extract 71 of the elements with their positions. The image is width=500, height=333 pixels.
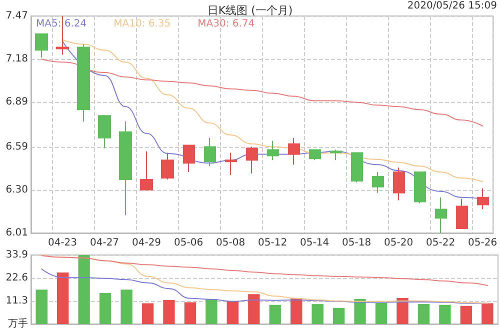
candlestick [77,44,90,122]
candlestick [246,146,258,174]
y-tick-label: 万手 [8,318,28,330]
y-tick-label: 11.3 [6,296,28,306]
candlestick [204,137,216,167]
bar [184,302,196,324]
candlestick [309,149,321,161]
bar [269,304,281,324]
candlestick [140,150,153,190]
y-tick-label: 6.30 [6,184,28,196]
line-series [41,58,484,126]
bar [163,300,175,324]
candlestick [267,140,279,161]
bar [142,303,154,324]
bar [439,304,451,324]
bar [226,301,238,324]
bar [248,294,260,324]
line-series [41,255,488,286]
bar [120,290,132,324]
candlestick [161,152,174,180]
series-label: MA5: 6.24 [36,18,87,30]
bar [290,298,302,324]
candlestick [414,172,426,204]
y-tick-label: 7.47 [6,10,28,22]
bar [99,293,112,324]
x-tick-label: 04-29 [132,238,162,248]
x-tick-label: 05-08 [216,238,246,248]
x-tick-label: 05-18 [342,238,372,248]
x-tick-label: 05-20 [384,238,414,248]
y-tick-label: 7.18 [6,54,28,65]
candlestick [288,137,300,166]
x-tick-label: 05-26 [468,238,498,248]
x-tick-label: 05-14 [300,238,330,248]
text: MA10: 6.35 [114,18,171,30]
bar [460,306,472,324]
candlestick [119,121,132,216]
x-tick-label: 05-12 [258,238,288,248]
candlestick [351,152,363,183]
candlestick [183,144,195,173]
y-tick-label: 6.01 [6,228,28,238]
bar [57,272,69,324]
y-tick-label: 6.89 [6,96,28,108]
bar [375,303,388,324]
candlestick [225,152,237,176]
x-tick-label: 05-06 [174,238,204,248]
chart-title: 日K线图 (一个月) [207,4,293,17]
bar [206,298,218,324]
y-tick-label: 6.59 [6,141,28,152]
bar [354,298,366,324]
bar [332,308,345,324]
text: 2020/05/26 15:09 [407,0,498,12]
candlestick [372,172,384,194]
bar [78,255,90,324]
candlestick [98,115,111,149]
candlestick [330,149,342,161]
text: MA30: 6.74 [198,18,255,30]
candlestick [477,188,489,210]
bar [418,304,430,324]
bar [396,298,408,324]
bar [36,290,48,324]
bar [482,303,494,324]
candlestick [393,167,405,201]
candlestick [35,33,48,58]
y-tick-label: 33.9 [6,250,28,260]
x-tick-label: 04-27 [90,238,120,248]
candlestick [435,196,447,234]
candlestick [456,198,468,230]
y-tick-label: 22.6 [6,272,28,284]
x-tick-label: 04-23 [48,238,78,248]
x-tick-label: 05-22 [426,238,456,248]
bar [312,304,324,324]
